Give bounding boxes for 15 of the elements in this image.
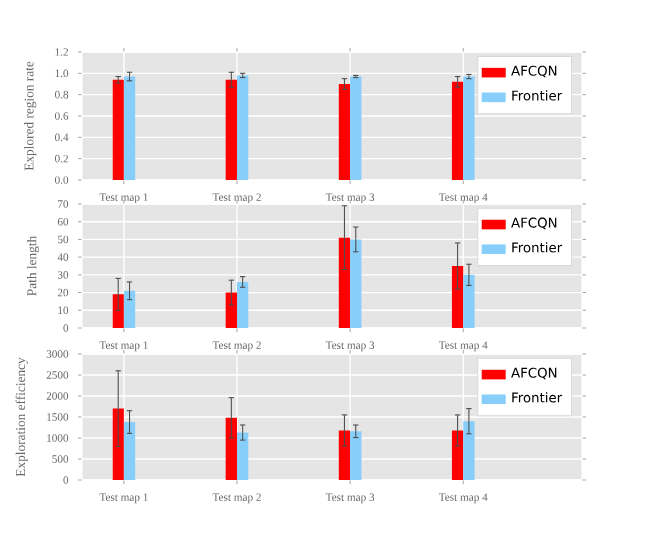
- bar: [451, 430, 464, 480]
- bar: [463, 274, 475, 328]
- bar: [338, 430, 351, 480]
- bar: [451, 266, 464, 328]
- bar: [123, 290, 136, 328]
- bar: [123, 422, 136, 480]
- bar: [225, 417, 237, 480]
- bar: [112, 294, 124, 328]
- bar: [350, 431, 362, 480]
- bar: [225, 292, 237, 328]
- bar: [236, 281, 249, 328]
- bar: [463, 421, 475, 480]
- bar: [338, 237, 351, 328]
- bar: [350, 239, 362, 328]
- bar: [236, 432, 249, 480]
